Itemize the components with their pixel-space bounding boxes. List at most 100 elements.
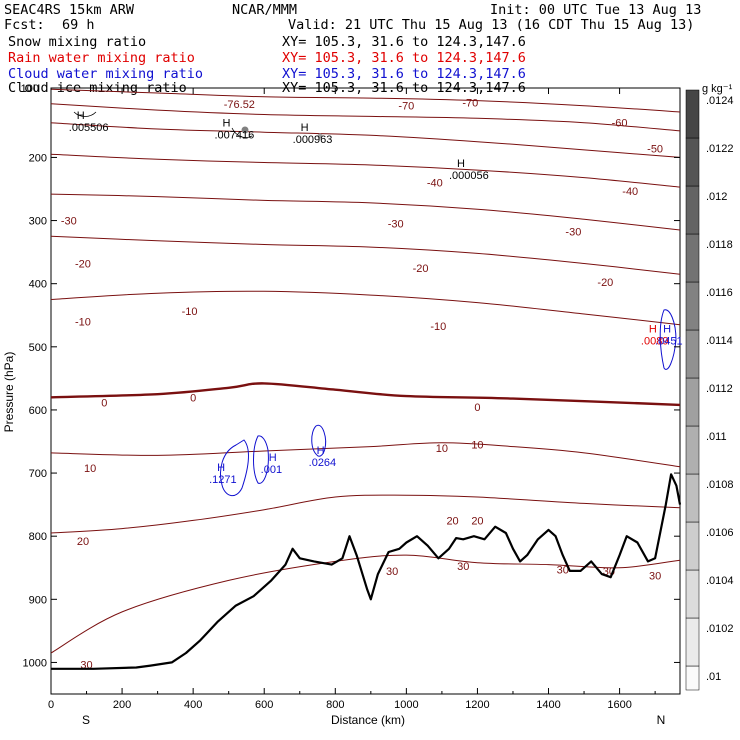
terrain-line	[51, 473, 682, 670]
contour-label: 30	[557, 565, 569, 577]
colorbar-swatch	[685, 377, 700, 427]
max-value: .000056	[449, 170, 489, 182]
init-time: Init: 00 UTC Tue 13 Aug 13	[490, 2, 701, 18]
contour-label: -70	[398, 101, 414, 113]
center-title: NCAR/MMM	[232, 2, 297, 18]
cloud-ice-contour	[73, 111, 97, 117]
max-marker: H	[663, 323, 671, 335]
contour-label: -10	[182, 306, 198, 318]
contour-label: -30	[61, 216, 77, 228]
legend-cloud-water-name: Cloud water mixing ratio	[8, 66, 203, 82]
contour-label: 0	[190, 392, 196, 404]
max-marker: H	[217, 462, 225, 474]
max-marker: H	[77, 110, 85, 122]
y-tick-label: 800	[29, 531, 47, 543]
endpoint-north: N	[657, 713, 666, 727]
y-tick-label: 200	[29, 152, 47, 164]
y-tick-label: 900	[29, 594, 47, 606]
max-value: .0451	[655, 335, 683, 347]
colorbar-swatch	[685, 137, 700, 187]
y-tick-label: 1000	[23, 657, 47, 669]
y-top-label: 100	[21, 83, 39, 95]
isotherm-10	[50, 442, 681, 468]
contour-label: -60	[612, 118, 628, 130]
x-tick-label: 1400	[536, 699, 560, 711]
max-value: .005506	[69, 122, 109, 134]
max-value: .0089	[641, 335, 669, 347]
colorbar-tick-label: .0104	[706, 575, 734, 587]
isotherm-m70	[50, 88, 681, 113]
max-marker: H	[269, 452, 277, 464]
contour-label: -20	[597, 277, 613, 289]
colorbar-swatch	[685, 89, 700, 139]
x-tick-label: 1000	[394, 699, 418, 711]
colorbar-swatch	[685, 233, 700, 283]
contour-label: -20	[75, 258, 91, 270]
legend-snow-xy: XY= 105.3, 31.6 to 124.3,147.6	[282, 34, 526, 50]
contour-label: -10	[75, 317, 91, 329]
contour-label: -40	[427, 178, 443, 190]
colorbar-unit: g kg⁻¹	[702, 83, 733, 95]
colorbar-tick-label: .012	[706, 191, 727, 203]
legend-cloud-water-xy: XY= 105.3, 31.6 to 124.3,147.6	[282, 66, 526, 82]
x-axis-title: Distance (km)	[331, 713, 405, 727]
colorbar-tick-label: .0118	[706, 239, 733, 251]
valid-time: Valid: 21 UTC Thu 15 Aug 13 (16 CDT Thu …	[288, 17, 694, 33]
plot-frame	[50, 87, 681, 695]
x-tick-label: 600	[255, 699, 273, 711]
colorbar-tick-label: .01	[706, 671, 721, 683]
colorbar-tick-label: .0114	[706, 335, 733, 347]
max-value: .1271	[209, 474, 237, 486]
contour-label: 0	[474, 402, 480, 414]
y-tick-label: 300	[29, 216, 47, 228]
field-maxima: H.005506 H.007416H.000963H.000056H.1271H.…	[69, 110, 683, 486]
contour-label: 10	[471, 440, 483, 452]
model-title: SEAC4RS 15km ARW	[4, 2, 135, 18]
colorbar-tick-label: .0124	[706, 95, 734, 107]
x-tick-label: 400	[184, 699, 202, 711]
legend-rain-xy: XY= 105.3, 31.6 to 124.3,147.6	[282, 50, 526, 66]
isotherm-m40	[50, 153, 681, 188]
isotherm-m60	[50, 103, 681, 132]
colorbar-tick-label: .0106	[706, 527, 734, 539]
isotherm-m30	[50, 193, 681, 231]
contour-label: -50	[647, 144, 663, 156]
legend-rain-name: Rain water mixing ratio	[8, 50, 195, 66]
y-tick-label: 600	[29, 405, 47, 417]
max-value: .007416	[214, 130, 254, 142]
x-tick-label: 1200	[465, 699, 489, 711]
field-legend: Snow mixing ratio XY= 105.3, 31.6 to 124…	[8, 34, 526, 96]
max-value: .001	[261, 464, 282, 476]
colorbar-swatch	[685, 569, 700, 619]
isotherm-m50	[50, 122, 681, 158]
isotherm-30	[50, 554, 681, 654]
x-tick-label: 1600	[607, 699, 631, 711]
contour-label: 20	[471, 515, 483, 527]
contour-label: 30	[649, 570, 661, 582]
contour-label: 20	[446, 515, 458, 527]
contour-label: 20	[77, 536, 89, 548]
colorbar-tick-label: .0116	[706, 287, 733, 299]
colorbar-tick-label: .0122	[706, 143, 734, 155]
y-tick-label: 400	[29, 279, 47, 291]
x-tick-label: 800	[326, 699, 344, 711]
y-axis-title: Pressure (hPa)	[2, 352, 16, 433]
isotherm-m20	[50, 235, 681, 275]
colorbar-swatch	[685, 329, 700, 379]
contour-label: -10	[430, 321, 446, 333]
contour-label: 0	[101, 397, 107, 409]
colorbar-tick-label: .0112	[706, 383, 733, 395]
colorbar-swatch	[685, 281, 700, 331]
y-tick-label: 700	[29, 468, 47, 480]
colorbar-tick-label: .011	[706, 431, 727, 443]
fcst-value: 69 h	[62, 17, 95, 33]
colorbar-swatch	[685, 473, 700, 523]
cloud-water-contour	[220, 439, 249, 496]
snow-spot	[241, 126, 249, 134]
x-tick-label: 0	[48, 699, 54, 711]
legend-snow-name: Snow mixing ratio	[8, 34, 146, 50]
max-value: .0264	[309, 457, 337, 469]
temperature-contours: -76.52 -70 -70 -60 -50 -40 -40 -30 -30 -30 -20 -20 -…	[50, 88, 681, 671]
terrain-profile	[51, 473, 682, 670]
axes: 0 200 400 600 800 1000 1200 1400 160020030040050…	[21, 83, 680, 711]
